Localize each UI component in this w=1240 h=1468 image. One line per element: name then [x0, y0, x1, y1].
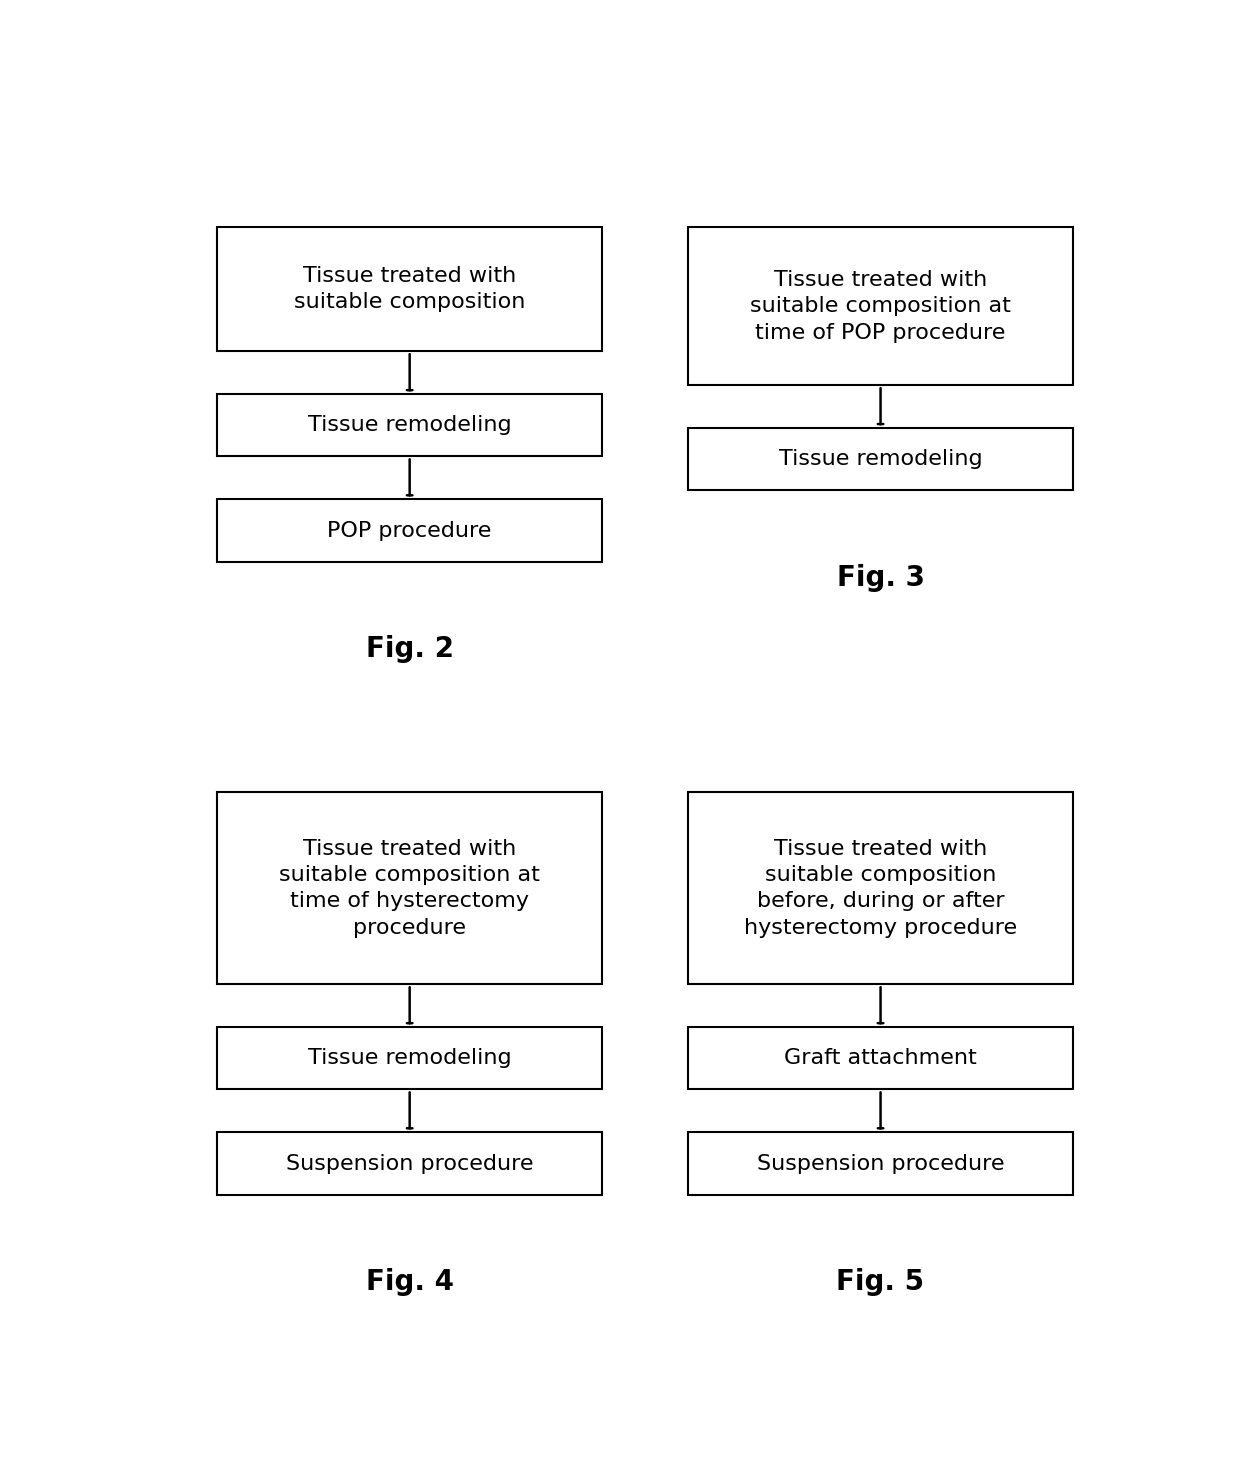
FancyBboxPatch shape — [688, 1028, 1073, 1089]
FancyBboxPatch shape — [688, 1132, 1073, 1195]
Text: Graft attachment: Graft attachment — [784, 1048, 977, 1069]
FancyBboxPatch shape — [217, 1028, 601, 1089]
Text: POP procedure: POP procedure — [327, 521, 492, 540]
Text: Tissue treated with
suitable composition: Tissue treated with suitable composition — [294, 266, 526, 313]
Text: Tissue remodeling: Tissue remodeling — [308, 1048, 511, 1069]
FancyBboxPatch shape — [217, 793, 601, 985]
Text: Tissue treated with
suitable composition at
time of POP procedure: Tissue treated with suitable composition… — [750, 270, 1011, 342]
Text: Suspension procedure: Suspension procedure — [286, 1154, 533, 1173]
FancyBboxPatch shape — [217, 395, 601, 457]
FancyBboxPatch shape — [217, 1132, 601, 1195]
Text: Fig. 5: Fig. 5 — [837, 1268, 925, 1296]
Text: Tissue treated with
suitable composition at
time of hysterectomy
procedure: Tissue treated with suitable composition… — [279, 838, 541, 938]
FancyBboxPatch shape — [217, 499, 601, 562]
Text: Fig. 3: Fig. 3 — [837, 564, 925, 592]
FancyBboxPatch shape — [688, 228, 1073, 385]
FancyBboxPatch shape — [688, 793, 1073, 985]
Text: Fig. 4: Fig. 4 — [366, 1268, 454, 1296]
FancyBboxPatch shape — [217, 228, 601, 351]
FancyBboxPatch shape — [688, 429, 1073, 490]
Text: Tissue remodeling: Tissue remodeling — [779, 449, 982, 470]
Text: Tissue treated with
suitable composition
before, during or after
hysterectomy pr: Tissue treated with suitable composition… — [744, 838, 1017, 938]
Text: Fig. 2: Fig. 2 — [366, 636, 454, 664]
Text: Suspension procedure: Suspension procedure — [756, 1154, 1004, 1173]
Text: Tissue remodeling: Tissue remodeling — [308, 415, 511, 436]
